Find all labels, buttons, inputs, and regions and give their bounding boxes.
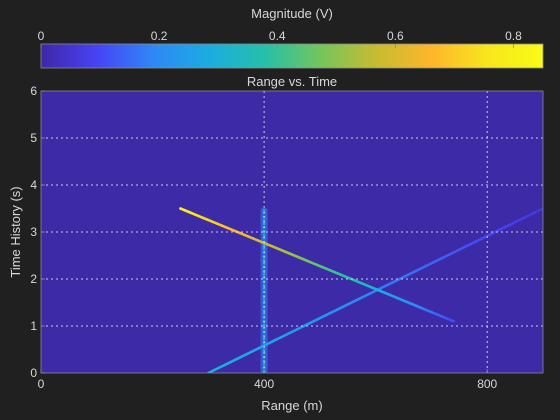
x-tick-label: 0 <box>38 377 45 391</box>
colorbar-tick-labels: 0 0.2 0.4 0.6 0.8 <box>38 29 522 43</box>
heatmap-track-segment <box>536 207 543 213</box>
y-tick-label: 0 <box>30 366 37 380</box>
y-tick-label: 2 <box>30 272 37 286</box>
y-axis-label: Time History (s) <box>8 186 23 277</box>
y-tick-label: 6 <box>30 84 37 98</box>
colorbar-label: Magnitude (V) <box>251 6 333 21</box>
colorbar-tick-label: 0.4 <box>269 29 286 43</box>
axis-ticks <box>40 90 488 374</box>
colorbar-ticks <box>40 44 514 48</box>
colorbar-tick-label: 0.6 <box>387 29 404 43</box>
colorbar-tick-label: 0.8 <box>505 29 522 43</box>
y-tick-label: 1 <box>30 319 37 333</box>
x-tick-labels: 0 400 800 <box>38 377 498 391</box>
grid-lines <box>41 91 543 373</box>
x-axis-label: Range (m) <box>261 398 322 413</box>
y-tick-labels: 0 1 2 3 4 5 6 <box>30 84 37 380</box>
plot-title: Range vs. Time <box>247 74 337 89</box>
colorbar-tick-label: 0 <box>38 29 45 43</box>
x-tick-label: 400 <box>254 377 274 391</box>
colorbar <box>40 43 544 69</box>
y-tick-label: 5 <box>30 131 37 145</box>
heatmap-features <box>179 207 543 373</box>
colorbar-tick-label: 0.2 <box>151 29 168 43</box>
x-tick-label: 800 <box>477 377 497 391</box>
heatmap-track-segment <box>447 318 456 323</box>
y-tick-label: 3 <box>30 225 37 239</box>
y-tick-label: 4 <box>30 178 37 192</box>
